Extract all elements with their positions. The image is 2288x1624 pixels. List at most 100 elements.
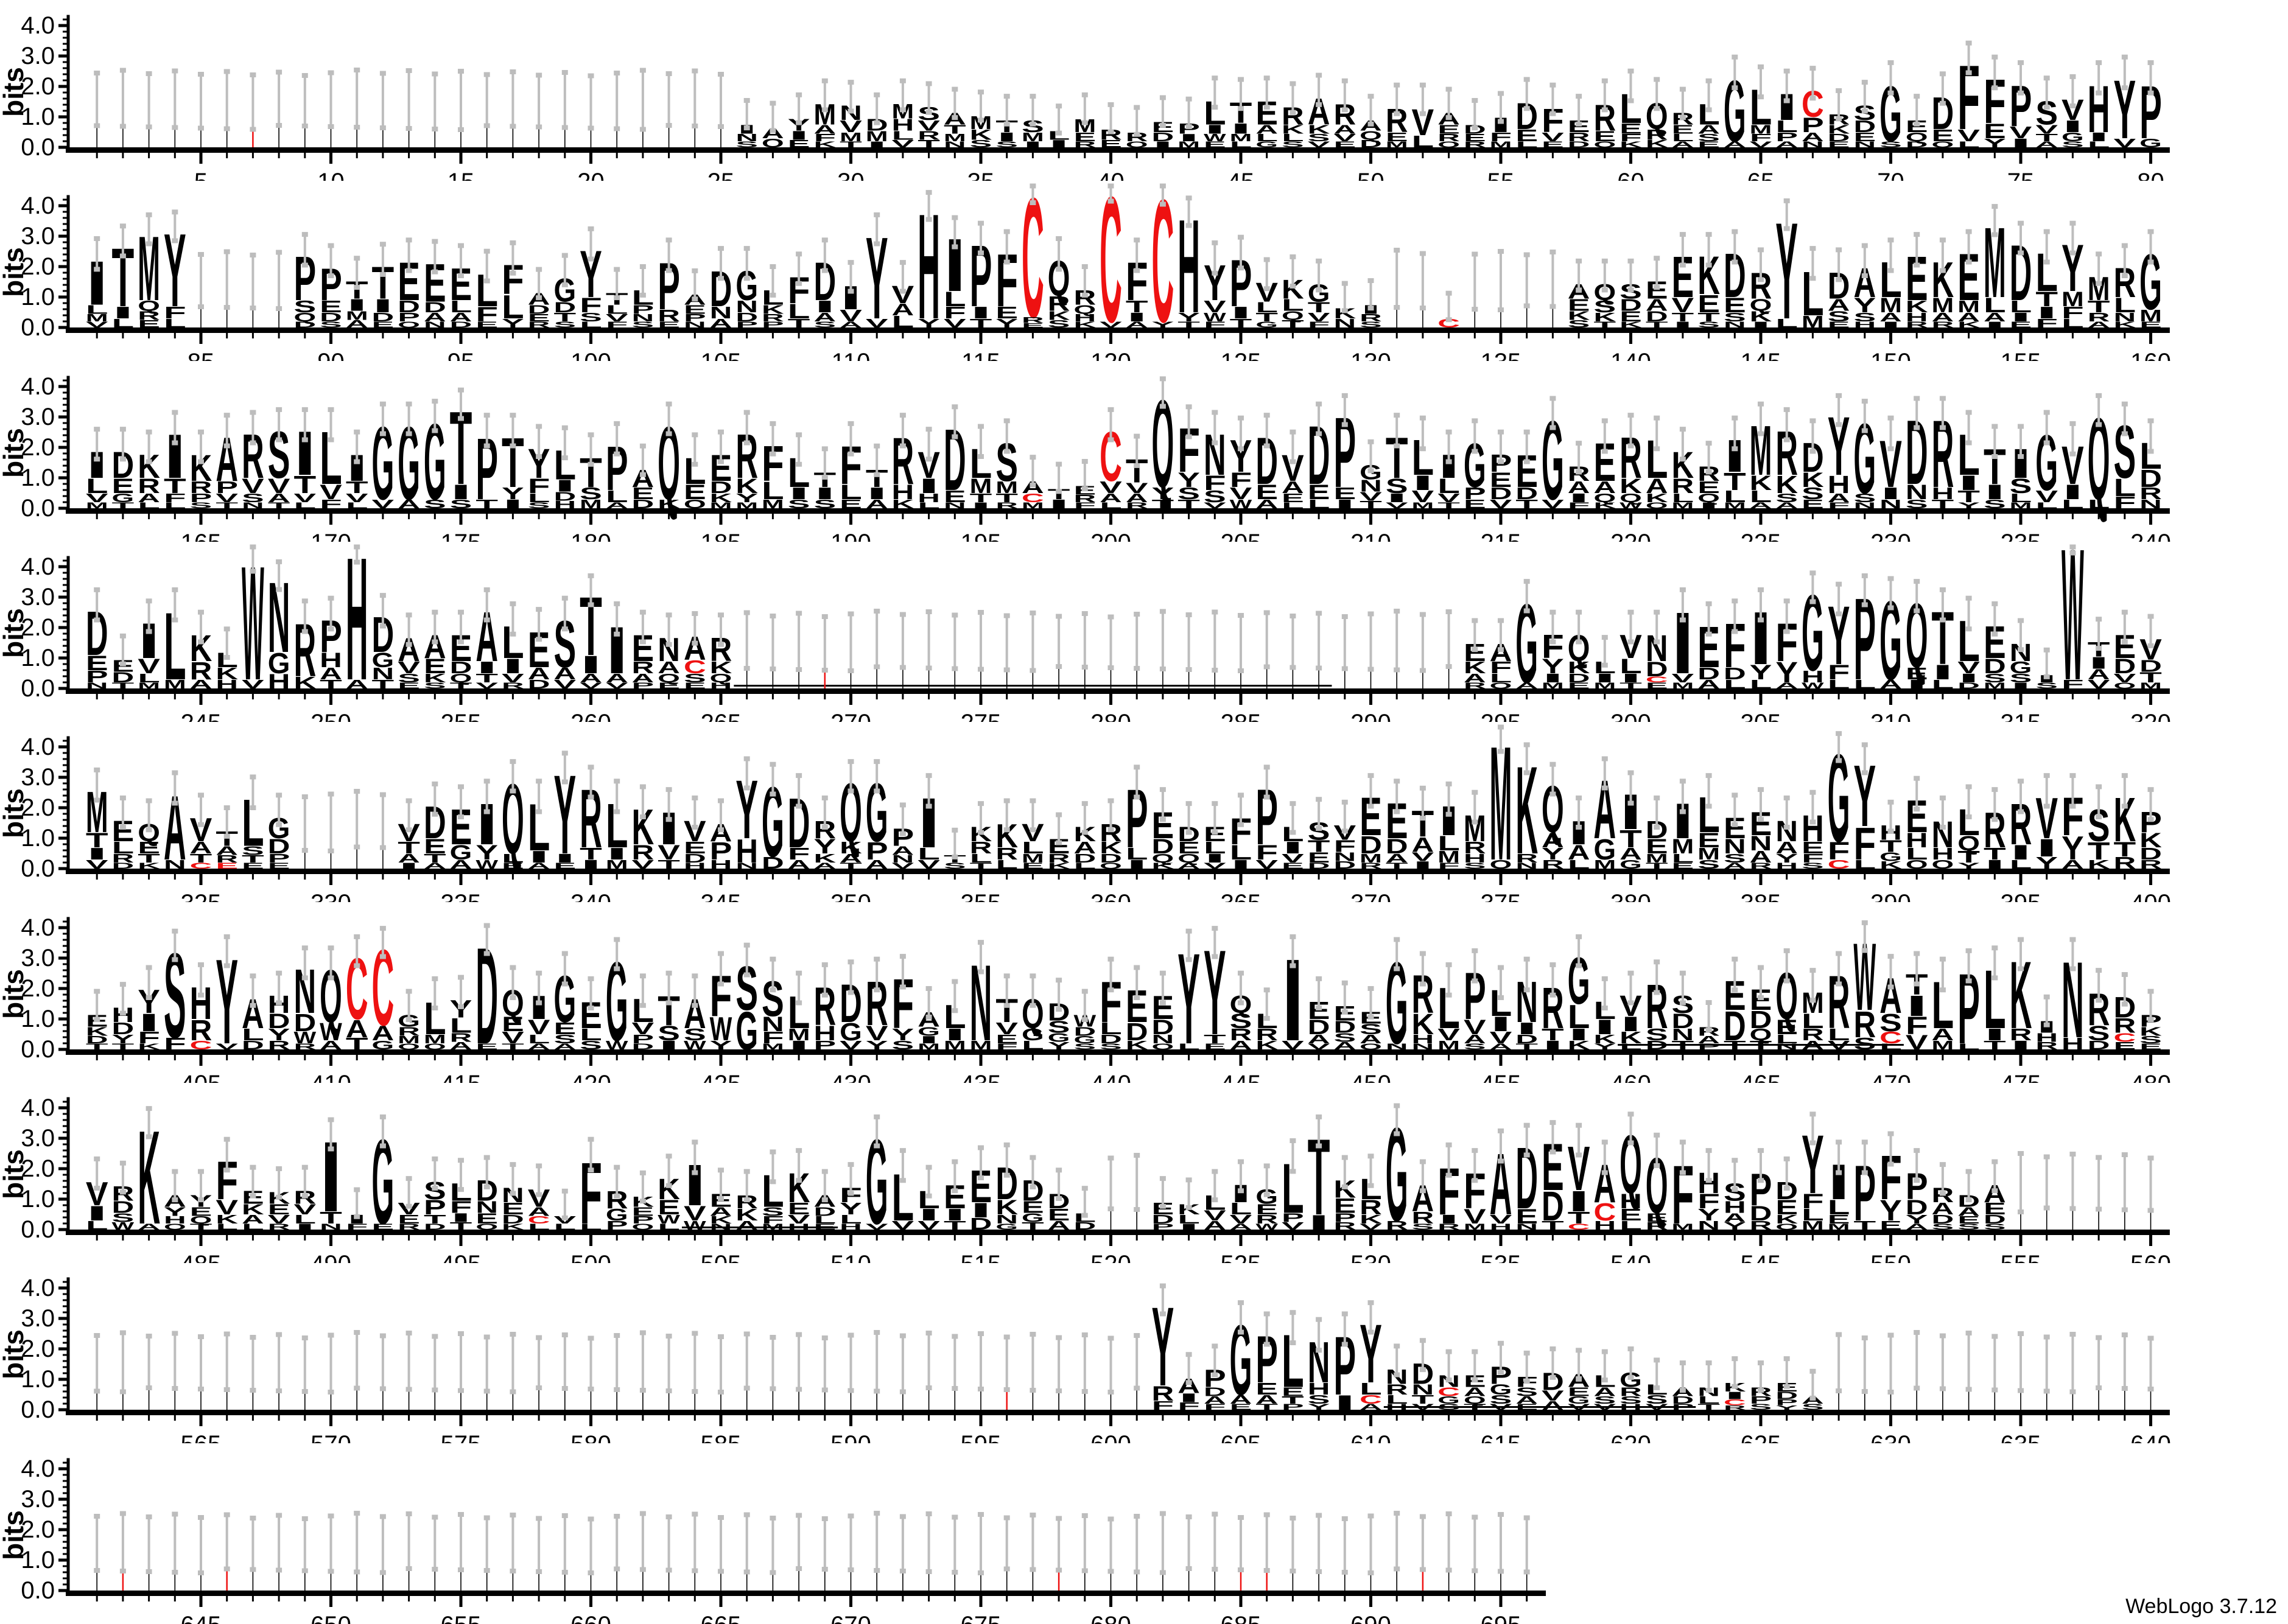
error-bar-cap: [198, 1334, 204, 1339]
error-bar-cap: [1082, 1186, 1088, 1191]
error-bar-cap: [1758, 401, 1764, 406]
error-bar-cap: [1160, 1204, 1166, 1209]
error-bar-cap: [94, 798, 100, 803]
logo-letter-A-306: A: [1775, 681, 1798, 690]
error-bar-cap: [302, 73, 308, 78]
error-bar-cap: [1966, 626, 1972, 631]
error-bar-cap: [900, 831, 906, 836]
error-bar-cap: [1342, 614, 1348, 619]
error-bar-cap: [406, 268, 412, 273]
error-bar-cap: [328, 1333, 334, 1338]
x-tick-label: 300: [1610, 710, 1651, 722]
x-tick-label: 40: [1097, 169, 1125, 181]
error-bar-cap: [276, 1513, 282, 1517]
error-bar-cap: [94, 989, 100, 993]
error-bar-cap: [1758, 1178, 1764, 1183]
error-bar-cap: [1602, 1139, 1608, 1144]
error-bar-cap: [354, 68, 360, 72]
error-bar-cap: [1966, 814, 1972, 819]
error-bar-cap: [718, 276, 724, 281]
logo-letter-N-194: N: [944, 500, 966, 509]
logo-letter-A-66: A: [1775, 140, 1798, 149]
error-bar-cap: [1316, 431, 1322, 436]
logo-letter-T-464: T: [1724, 1038, 1746, 1052]
error-bar-cap: [484, 443, 490, 448]
logo-letter-S-387: S: [1802, 861, 1824, 870]
logo-letter-N-490: N: [320, 1222, 342, 1231]
logo-letter-V-447: V: [1282, 1038, 1304, 1052]
error-bar-cap: [432, 270, 438, 275]
error-bar-cap: [1446, 1143, 1452, 1147]
error-bar-cap: [1004, 667, 1010, 672]
error-bar-cap: [796, 252, 802, 257]
x-tick-label: 235: [2001, 530, 2041, 542]
logo-letter-A-62: A: [1672, 140, 1694, 149]
y-tick-label: 4.0: [21, 1275, 55, 1301]
error-bar-cap: [926, 665, 932, 670]
error-bar-cap: [1160, 609, 1166, 614]
error-bar-cap: [900, 289, 906, 294]
logo-letter-D-89: D: [293, 320, 316, 329]
logo-letter-L-460: L: [1619, 1041, 1642, 1051]
logo-letter-Q-442: Q: [1152, 1041, 1174, 1051]
error-bar-cap: [2096, 252, 2102, 257]
error-bar-cap: [614, 451, 620, 456]
logo-letter-G-80: G: [2139, 136, 2162, 150]
logo-letter-H-539: H: [1593, 1218, 1616, 1232]
error-bar-cap: [1472, 449, 1478, 453]
error-bar-cap: [406, 238, 412, 243]
logo-letter-I-394: I: [1984, 858, 2006, 872]
error-bar-cap: [1446, 318, 1452, 323]
error-bar-cap: [692, 297, 698, 302]
logo-letter-L-443: L: [1177, 1041, 1200, 1051]
error-bar-cap: [614, 966, 620, 971]
error-bar-cap: [1420, 251, 1426, 256]
logo-letter-T-202: T: [1152, 497, 1174, 511]
error-bar-cap: [510, 271, 516, 276]
logo-letter-I-489: I: [293, 1222, 316, 1231]
error-bar-cap: [744, 440, 750, 445]
error-bar-cap: [1212, 668, 1218, 673]
error-bar-cap: [1836, 981, 1842, 986]
error-bar-cap: [562, 253, 568, 258]
error-bar-cap: [614, 810, 620, 814]
error-bar-cap: [1680, 87, 1686, 92]
error-bar-cap: [588, 1570, 594, 1575]
error-bar-cap: [1108, 130, 1114, 135]
error-bar-cap: [1316, 73, 1322, 78]
error-bar-cap: [302, 629, 308, 634]
error-bar-cap: [1030, 1185, 1036, 1189]
error-bar-cap: [666, 123, 672, 128]
error-bar-cap: [1680, 232, 1686, 237]
logo-letter-N-346: N: [735, 861, 758, 870]
error-bar-cap: [666, 431, 672, 436]
error-bar-cap: [1264, 1016, 1270, 1021]
logo-letter-T-242: T: [112, 681, 135, 690]
error-bar-cap: [718, 1390, 724, 1395]
error-bar-cap: [666, 970, 672, 975]
error-bar-cap: [328, 71, 334, 75]
error-bar-cap: [1940, 268, 1946, 273]
logo-letter-M-427: M: [762, 1041, 784, 1051]
logo-letter-V-621: V: [1646, 1402, 1668, 1412]
error-bar-cap: [94, 236, 100, 241]
error-bar-cap: [1446, 1349, 1452, 1354]
error-bar-cap: [562, 425, 568, 430]
x-tick-label: 575: [441, 1431, 482, 1443]
error-bar-cap: [2044, 1389, 2050, 1394]
error-bar-cap: [614, 267, 620, 272]
error-bar-cap: [1758, 787, 1764, 792]
error-bar-cap: [1862, 1139, 1868, 1144]
error-bar-cap: [1914, 94, 1920, 99]
logo-letter-Y-608: Y: [1308, 1402, 1330, 1412]
error-bar-cap: [510, 240, 516, 245]
error-bar-cap: [1004, 122, 1010, 127]
logo-letter-A-245: A: [190, 677, 212, 691]
error-bar-cap: [276, 1195, 282, 1200]
error-bar-cap: [1368, 1153, 1374, 1158]
error-bar-cap: [666, 238, 672, 243]
logo-letter-K-140: K: [1619, 320, 1642, 329]
error-bar-cap: [94, 617, 100, 622]
error-bar-cap: [1654, 77, 1660, 82]
error-bar-cap: [562, 780, 568, 785]
